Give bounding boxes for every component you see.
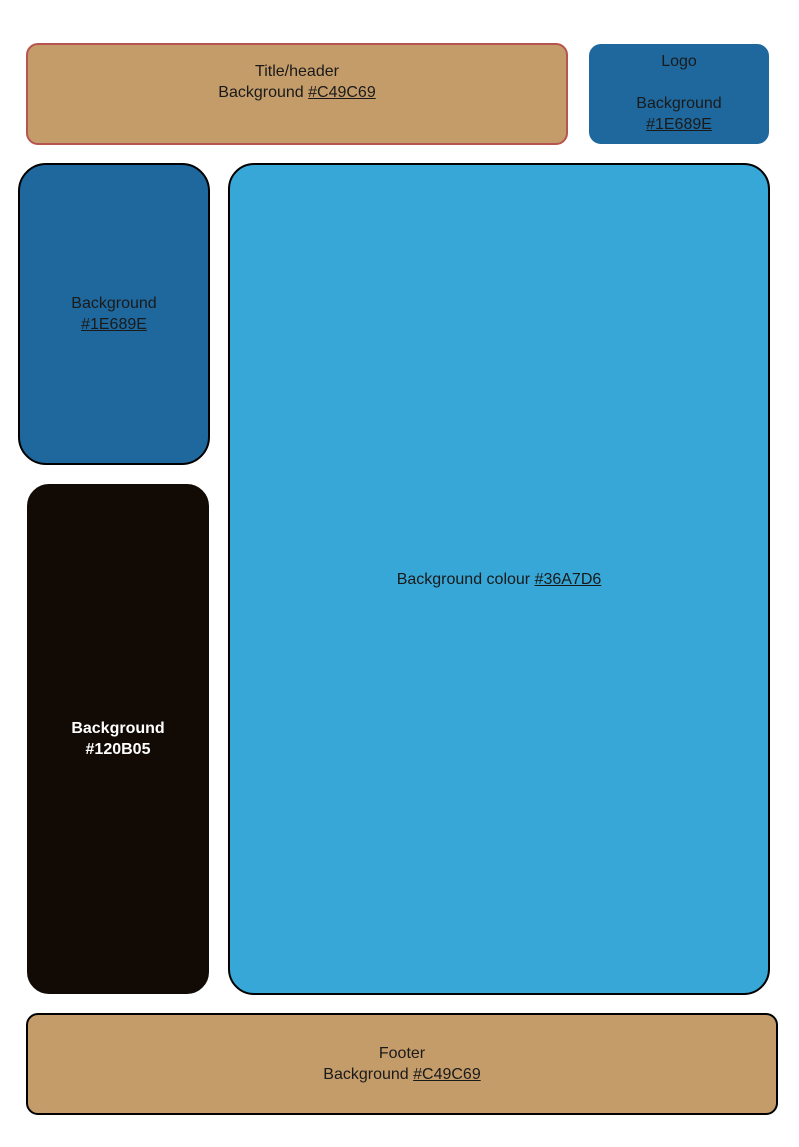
footer-background-line: Background #C49C69 xyxy=(323,1064,480,1085)
header-background-label: Background xyxy=(218,84,309,101)
header-title: Title/header xyxy=(255,63,339,80)
logo-background-label: Background xyxy=(636,95,722,112)
main-background-line: Background colour #36A7D6 xyxy=(397,569,602,590)
logo-background-hex: #1E689E xyxy=(646,116,712,133)
sidebar-bottom-background-hex: #120B05 xyxy=(85,741,151,758)
sidebar-top-box: Background #1E689E xyxy=(18,163,210,465)
sidebar-bottom-box: Background #120B05 xyxy=(27,484,209,994)
footer-title: Footer xyxy=(378,1045,426,1062)
logo-box: Logo Background #1E689E xyxy=(589,44,769,144)
footer-background-hex: #C49C69 xyxy=(413,1066,481,1083)
main-background-label: Background colour xyxy=(396,570,535,588)
title-header-box: Title/header Background #C49C69 xyxy=(26,43,568,145)
header-background-line: Background #C49C69 xyxy=(218,82,375,103)
sidebar-top-background-hex: #1E689E xyxy=(81,316,147,333)
footer-background-label: Background xyxy=(323,1066,414,1083)
main-content-box: Background colour #36A7D6 xyxy=(228,163,770,995)
sidebar-top-background-label: Background xyxy=(71,295,157,312)
main-background-hex: #36A7D6 xyxy=(534,570,602,588)
header-background-hex: #C49C69 xyxy=(308,84,376,101)
sidebar-bottom-background-label: Background xyxy=(71,720,165,737)
logo-title: Logo xyxy=(661,53,697,70)
footer-box: Footer Background #C49C69 xyxy=(26,1013,778,1115)
